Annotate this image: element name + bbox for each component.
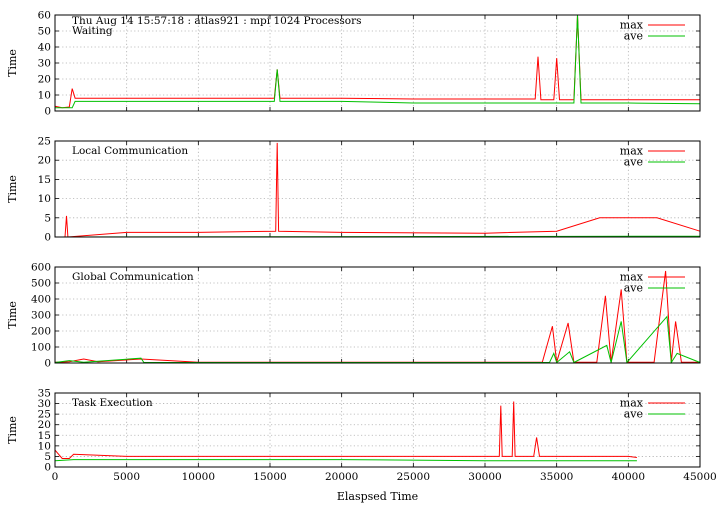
plot-frame — [54, 14, 701, 112]
y-tick-label: 25 — [38, 136, 51, 148]
y-tick-label: 40 — [38, 42, 51, 54]
series-line-ave — [54, 315, 701, 364]
y-tick-label: 20 — [38, 74, 51, 86]
y-tick-label: 100 — [31, 342, 51, 354]
legend-label: ave — [624, 156, 643, 169]
y-tick-label: 0 — [44, 462, 51, 474]
series-line-ave — [54, 459, 637, 462]
plot-frame — [54, 140, 701, 238]
x-tick-label: 30000 — [468, 471, 501, 483]
y-tick-label: 600 — [31, 262, 51, 274]
y-axis-label: Time — [6, 301, 19, 329]
legend-label: ave — [624, 282, 643, 295]
x-tick-label: 5000 — [113, 471, 140, 483]
series-line-max — [54, 401, 637, 459]
series-line-ave — [55, 14, 701, 109]
series-line-max — [55, 142, 701, 238]
y-tick-label: 25 — [38, 409, 51, 421]
y-tick-label: 5 — [44, 451, 51, 463]
x-tick-label: 15000 — [253, 471, 286, 483]
x-tick-label: 25000 — [397, 471, 430, 483]
legend-label: max — [620, 271, 644, 284]
y-axis-label: Time — [6, 175, 19, 203]
x-tick-label: 45000 — [683, 471, 716, 483]
x-tick-label: 40000 — [612, 471, 645, 483]
y-tick-label: 35 — [38, 388, 51, 400]
y-tick-label: 20 — [38, 419, 51, 431]
y-tick-label: 15 — [38, 174, 51, 186]
legend-label: max — [620, 19, 644, 32]
y-tick-label: 200 — [31, 326, 51, 338]
legend-label: ave — [624, 408, 643, 421]
y-tick-label: 10 — [38, 440, 51, 452]
y-tick-label: 15 — [38, 430, 51, 442]
x-tick-label: 20000 — [325, 471, 358, 483]
legend-label: ave — [624, 30, 643, 43]
y-tick-label: 0 — [44, 232, 51, 244]
legend-label: max — [620, 397, 644, 410]
y-tick-label: 0 — [44, 106, 51, 118]
plot-frame — [54, 266, 701, 364]
y-tick-label: 10 — [38, 90, 51, 102]
y-axis-label: Time — [6, 416, 19, 444]
y-tick-label: 300 — [31, 310, 51, 322]
x-tick-label: 35000 — [540, 471, 573, 483]
y-tick-label: 400 — [31, 294, 51, 306]
series-line-max — [54, 14, 700, 109]
y-tick-label: 500 — [31, 278, 51, 290]
chart-header: Thu Aug 14 15:57:18 : atlas921 : mpi 102… — [72, 15, 362, 27]
y-tick-label: 0 — [44, 358, 51, 370]
plot-frame — [54, 392, 701, 468]
y-tick-label: 10 — [38, 193, 51, 205]
y-tick-label: 5 — [44, 212, 51, 224]
y-tick-label: 30 — [38, 58, 51, 70]
x-tick-label: 0 — [52, 471, 59, 483]
legend-label: max — [620, 145, 644, 158]
y-tick-label: 50 — [38, 26, 51, 38]
y-axis-label: Time — [6, 49, 19, 77]
panel-title: Task Execution — [72, 397, 153, 409]
panel-title: Waiting — [72, 25, 113, 37]
panel-title: Local Communication — [72, 145, 188, 157]
x-axis-label: Elaspsed Time — [337, 490, 418, 503]
y-tick-label: 20 — [38, 155, 51, 167]
y-tick-label: 30 — [38, 398, 51, 410]
panel-title: Global Communication — [72, 271, 194, 283]
series-line-max — [54, 270, 700, 363]
y-tick-label: 60 — [38, 10, 51, 22]
x-tick-label: 10000 — [182, 471, 215, 483]
